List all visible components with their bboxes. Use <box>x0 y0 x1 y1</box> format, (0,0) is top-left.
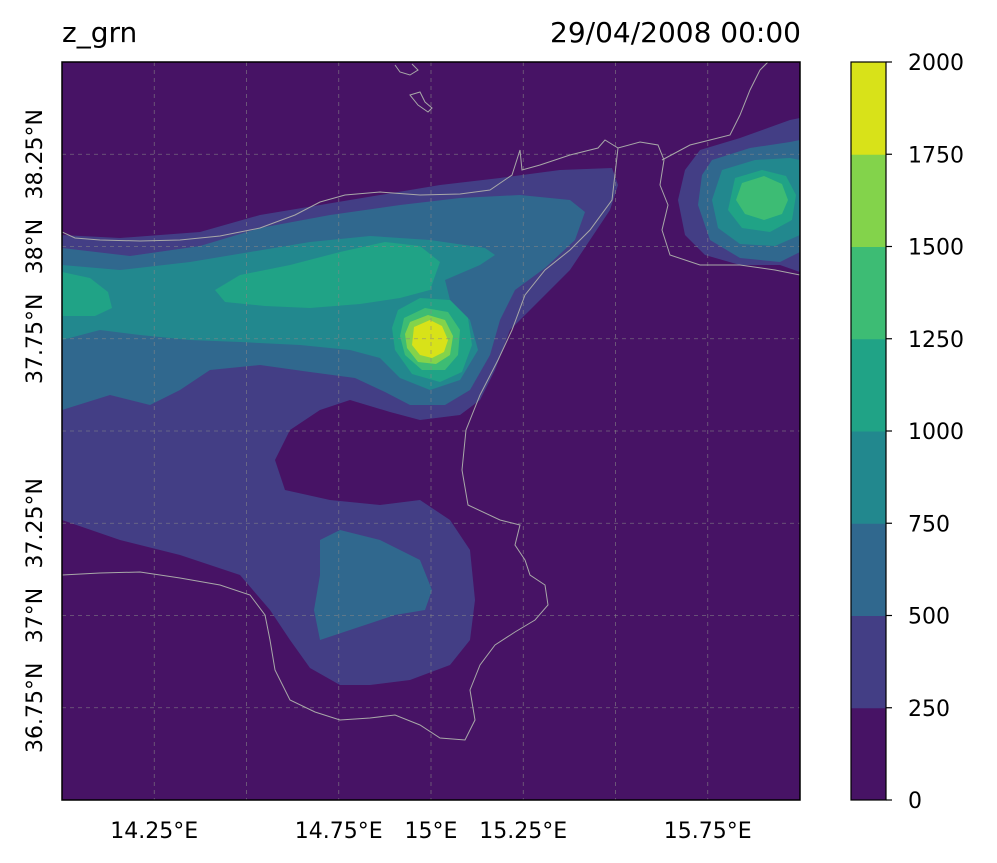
colorbar-segment <box>851 431 886 524</box>
coastline-island-north <box>394 63 419 76</box>
map-plot-area <box>62 62 800 800</box>
colorbar-tick-label: 1250 <box>908 328 964 353</box>
coastline-north <box>62 139 800 276</box>
colorbar-segment <box>851 62 886 155</box>
colorbar-segment <box>851 154 886 247</box>
y-tick-label: 37°N <box>23 588 48 643</box>
coastline-east-south <box>62 147 619 741</box>
coastline-island-lipari <box>409 91 433 113</box>
x-axis-ticks: 14.25°E 14.75°E 15°E 15.25°E 15.75°E <box>110 819 751 844</box>
colorbar-segment <box>851 523 886 616</box>
y-tick-label: 37.75°N <box>23 294 48 384</box>
map-title-datetime: 29/04/2008 00:00 <box>550 16 801 49</box>
colorbar-tick-label: 2000 <box>908 51 964 76</box>
y-tick-label: 36.75°N <box>23 663 48 753</box>
colorbar-tick-label: 250 <box>908 697 950 722</box>
map-title-variable: z_grn <box>62 16 138 49</box>
colorbar-tick-label: 0 <box>908 789 922 814</box>
colorbar-tick-label: 750 <box>908 512 950 537</box>
y-axis-ticks: 36.75°N 37°N 37.25°N 37.75°N 38°N 38.25°N <box>23 109 48 753</box>
colorbar-segment <box>851 338 886 432</box>
y-tick-label: 38.25°N <box>23 109 48 199</box>
colorbar-segment <box>851 615 886 709</box>
colorbar-tick-label: 1500 <box>908 236 964 261</box>
coastline <box>62 62 800 741</box>
colorbar: 0 250 500 750 1000 1250 1500 1750 2000 <box>850 51 964 814</box>
colorbar-segment <box>851 707 886 801</box>
colorbar-tick-label: 500 <box>908 605 950 630</box>
x-tick-label: 14.25°E <box>110 819 198 844</box>
x-tick-label: 14.75°E <box>295 819 383 844</box>
x-tick-label: 15°E <box>405 819 458 844</box>
y-tick-label: 37.25°N <box>23 478 48 568</box>
plot-frame <box>61 61 801 801</box>
region-calabria-1250 <box>736 176 788 220</box>
x-tick-label: 15.75°E <box>664 819 752 844</box>
coastline-calabria <box>661 62 769 161</box>
colorbar-tick-label: 1000 <box>908 420 964 445</box>
region-hyblaean-500 <box>314 530 432 640</box>
y-tick-label: 38°N <box>23 219 48 274</box>
region-nebrodi-1000 <box>215 242 440 308</box>
graticule <box>62 62 800 800</box>
x-tick-label: 15.25°E <box>479 819 567 844</box>
region-western-1000 <box>62 272 112 316</box>
colorbar-tick-label: 1750 <box>908 143 964 168</box>
colorbar-segment <box>851 246 886 340</box>
